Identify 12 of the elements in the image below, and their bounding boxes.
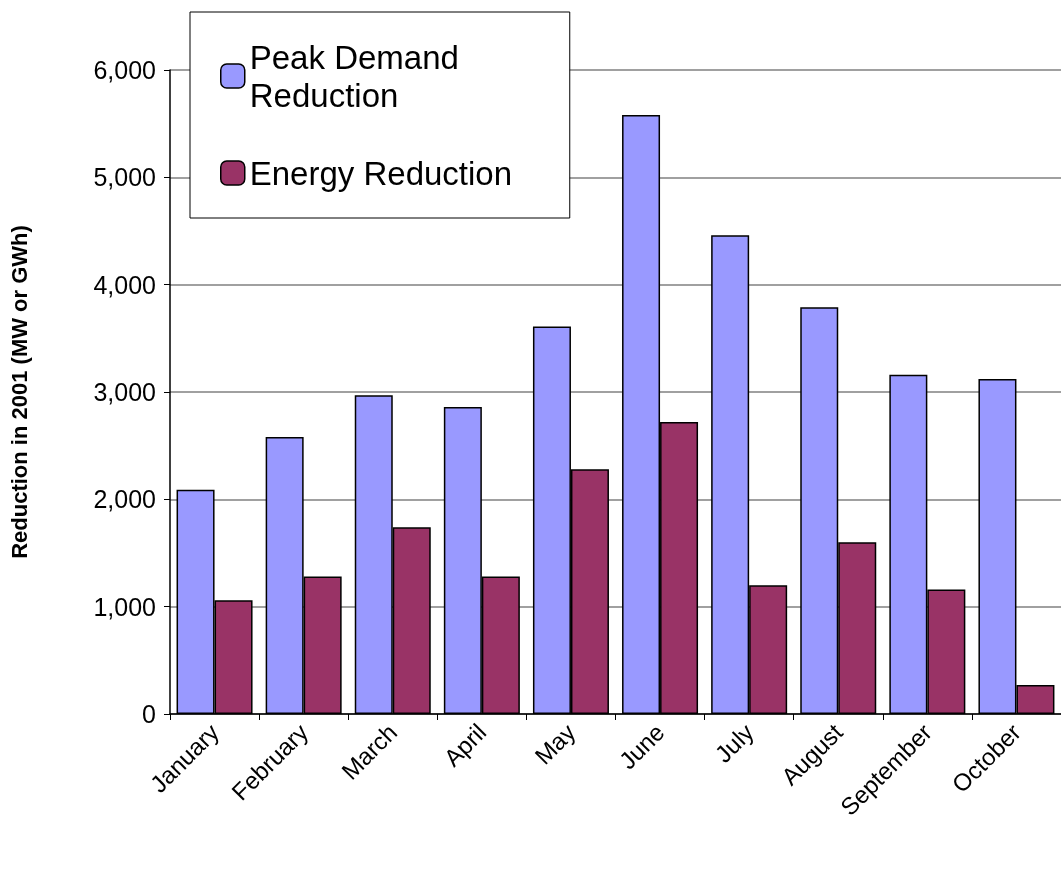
y-axis-title: Reduction in 2001 (MW or GWh) (6, 225, 32, 559)
y-tick-label: 3,000 (93, 378, 156, 406)
y-tick-label: 2,000 (93, 485, 156, 514)
x-tick-label: May (529, 718, 581, 770)
y-tick-label: 4,000 (93, 270, 156, 299)
legend-label: Energy Reduction (249, 154, 513, 192)
y-tick-label: 1,000 (93, 592, 156, 621)
y-tick-label: 6,000 (93, 56, 156, 84)
y-tick-label: 5,000 (93, 163, 156, 192)
legend-label: Peak Demand Reduction (249, 38, 469, 114)
x-tick-label: July (709, 718, 759, 768)
y-tick-label: 0 (142, 700, 156, 728)
